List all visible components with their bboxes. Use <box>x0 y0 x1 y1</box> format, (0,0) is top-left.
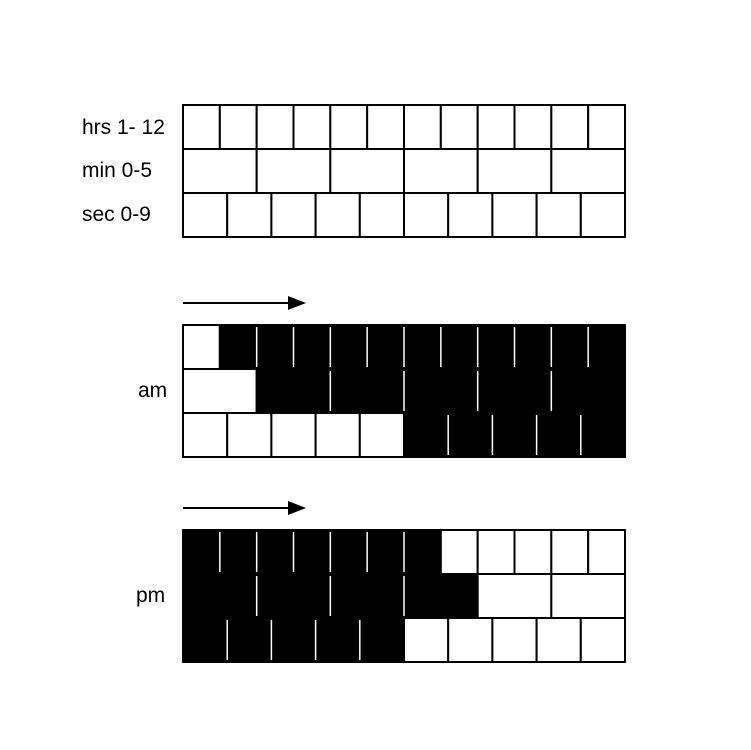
pm-hours-cell-11-empty <box>587 529 626 575</box>
pm-hours-cell-8-empty <box>476 529 516 575</box>
pm-seconds-cell-7-empty <box>491 617 538 663</box>
legend-seconds-cell-8-empty <box>535 192 582 238</box>
pm-seconds-cell-0-filled <box>182 617 229 663</box>
legend-minutes-cell-4-empty <box>476 148 553 194</box>
pm-seconds-cell-8-empty <box>535 617 582 663</box>
am-hours-cell-8-filled <box>476 324 516 370</box>
am-seconds-cell-5-filled <box>403 412 450 458</box>
am-hours-cell-9-filled <box>513 324 553 370</box>
legend-seconds-cell-4-empty <box>358 192 405 238</box>
pm-minutes-cell-1-filled <box>255 573 332 619</box>
legend-seconds-cell-6-empty <box>447 192 494 238</box>
legend-seconds-cell-7-empty <box>491 192 538 238</box>
pm-minutes-cell-3-filled <box>403 573 479 619</box>
legend-seconds-cell-1-empty <box>226 192 273 238</box>
pm-seconds-cell-9-empty <box>579 617 626 663</box>
am-hours-cell-5-filled <box>366 324 406 370</box>
pm-direction-arrow <box>183 501 306 515</box>
legend-hours-cell-9-empty <box>513 104 553 150</box>
legend-minutes-cell-2-empty <box>329 148 405 194</box>
am-grid-frame <box>182 324 626 458</box>
pm-seconds-cell-2-filled <box>270 617 317 663</box>
pm-seconds-cell-1-filled <box>226 617 273 663</box>
pm-hours-cell-3-filled <box>292 529 332 575</box>
legend-minutes-cell-0-empty <box>182 148 258 194</box>
legend-seconds-cell-2-empty <box>270 192 317 238</box>
am-seconds-cell-3-empty <box>314 412 361 458</box>
am-minutes-cell-1-filled <box>255 368 332 414</box>
am-minutes-cell-3-filled <box>403 368 479 414</box>
pm-minutes-cell-0-filled <box>182 573 258 619</box>
legend-hours-cell-3-empty <box>292 104 332 150</box>
pm-seconds-cell-6-empty <box>447 617 494 663</box>
legend-hours-cell-0-empty <box>182 104 221 150</box>
legend-hours-cell-1-empty <box>218 104 258 150</box>
am-seconds-cell-9-filled <box>579 412 626 458</box>
am-hours-cell-11-filled <box>587 324 626 370</box>
am-seconds-cell-6-filled <box>447 412 494 458</box>
pm-hours-cell-5-filled <box>366 529 406 575</box>
am-minutes-cell-2-filled <box>329 368 405 414</box>
pm-seconds-cell-3-filled <box>314 617 361 663</box>
legend-hours-cell-10-empty <box>550 104 590 150</box>
pm-label: pm <box>136 584 165 607</box>
am-hours-cell-6-filled <box>403 324 442 370</box>
am-seconds-cell-4-empty <box>358 412 405 458</box>
am-seconds-cell-2-empty <box>270 412 317 458</box>
am-grid <box>182 324 627 458</box>
am-direction-arrow <box>183 296 306 310</box>
legend-hours-cell-6-empty <box>403 104 442 150</box>
pm-seconds-cell-5-empty <box>403 617 450 663</box>
am-hours-cell-4-filled <box>329 324 369 370</box>
pm-minutes-cell-5-empty <box>550 573 627 619</box>
pm-seconds-cell-4-filled <box>358 617 405 663</box>
pm-hours-cell-4-filled <box>329 529 369 575</box>
pm-hours-cell-9-empty <box>513 529 553 575</box>
pm-hours-cell-2-filled <box>255 529 295 575</box>
pm-hours-cell-6-filled <box>403 529 442 575</box>
am-minutes-cell-4-filled <box>476 368 553 414</box>
am-seconds-cell-0-empty <box>182 412 229 458</box>
legend-seconds-cell-9-empty <box>579 192 626 238</box>
am-hours-cell-2-filled <box>255 324 295 370</box>
am-seconds-cell-1-empty <box>226 412 273 458</box>
pm-grid <box>182 529 627 663</box>
pm-grid-frame <box>182 529 626 663</box>
pm-minutes-cell-4-empty <box>476 573 553 619</box>
legend-grid-frame <box>182 104 626 238</box>
legend-minutes-cell-5-empty <box>550 148 627 194</box>
legend-hours-cell-8-empty <box>476 104 516 150</box>
legend-seconds-cell-0-empty <box>182 192 229 238</box>
pm-hours-cell-1-filled <box>218 529 258 575</box>
legend-grid <box>182 104 627 238</box>
legend-hours-cell-11-empty <box>587 104 626 150</box>
am-seconds-cell-8-filled <box>535 412 582 458</box>
minutes-row-label: min 0-5 <box>82 159 152 182</box>
am-hours-cell-3-filled <box>292 324 332 370</box>
am-hours-cell-10-filled <box>550 324 590 370</box>
am-minutes-cell-5-filled <box>550 368 627 414</box>
pm-minutes-cell-2-filled <box>329 573 405 619</box>
legend-seconds-cell-5-empty <box>403 192 450 238</box>
seconds-row-label: sec 0-9 <box>82 203 151 226</box>
am-hours-cell-0-empty <box>182 324 221 370</box>
legend-hours-cell-5-empty <box>366 104 406 150</box>
am-hours-cell-7-filled <box>439 324 479 370</box>
legend-hours-cell-2-empty <box>255 104 295 150</box>
am-label: am <box>138 379 167 402</box>
am-hours-cell-1-filled <box>218 324 258 370</box>
am-minutes-cell-0-empty <box>182 368 258 414</box>
hours-row-label: hrs 1- 12 <box>82 116 165 139</box>
pm-hours-cell-7-empty <box>439 529 479 575</box>
pm-hours-cell-10-empty <box>550 529 590 575</box>
legend-minutes-cell-3-empty <box>403 148 479 194</box>
legend-hours-cell-7-empty <box>439 104 479 150</box>
legend-minutes-cell-1-empty <box>255 148 332 194</box>
legend-seconds-cell-3-empty <box>314 192 361 238</box>
pm-hours-cell-0-filled <box>182 529 221 575</box>
legend-hours-cell-4-empty <box>329 104 369 150</box>
am-seconds-cell-7-filled <box>491 412 538 458</box>
